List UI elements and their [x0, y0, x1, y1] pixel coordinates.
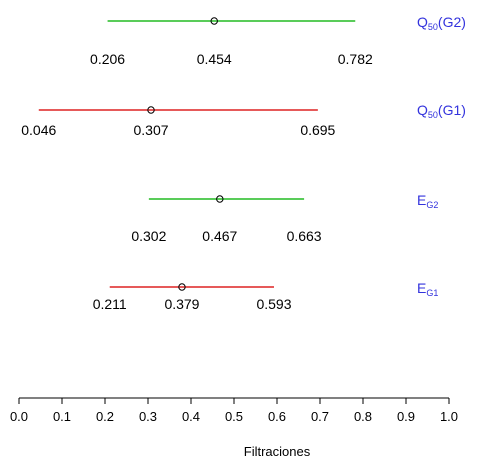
series-name-main: E	[417, 280, 426, 296]
series-name-main: Q	[417, 14, 428, 30]
series-name-q50g2: Q50(G2)	[417, 14, 466, 32]
series-name-eg1: EG1	[417, 280, 438, 298]
x-tick-label-0.7: 0.7	[311, 409, 329, 424]
x-tick-label-0.9: 0.9	[397, 409, 415, 424]
value-label-low-q50g1: 0.046	[21, 122, 56, 138]
x-tick-label-0.6: 0.6	[268, 409, 286, 424]
x-tick-label-0.8: 0.8	[354, 409, 372, 424]
x-tick-label-0.0: 0.0	[10, 409, 28, 424]
series-name-main: E	[417, 192, 426, 208]
midpoint-marker-q50g1	[147, 106, 155, 114]
midpoint-marker-eg2	[216, 195, 224, 203]
series-q50g1: 0.046 0.307 0.695 Q50(G1)	[21, 102, 466, 138]
x-axis: 0.0 0.1 0.2 0.3 0.4 0.5 0.6 0.7 0.8 0.9 1.0 Filtra…	[10, 397, 458, 459]
value-label-mid-eg1: 0.379	[164, 296, 199, 312]
x-axis-ticks: 0.0 0.1 0.2 0.3 0.4 0.5 0.6 0.7 0.8 0.9 1.0	[10, 398, 458, 424]
value-label-high-q50g2: 0.782	[338, 51, 373, 67]
value-label-low-eg1: 0.211	[93, 296, 127, 312]
series-name-q50g1: Q50(G1)	[417, 102, 466, 120]
midpoint-marker-eg1	[178, 283, 186, 291]
series-q50g2: 0.206 0.454 0.782 Q50(G2)	[90, 14, 466, 67]
series-name-suffix: (G2)	[438, 14, 466, 30]
value-label-mid-eg2: 0.467	[202, 228, 237, 244]
x-tick-label-1.0: 1.0	[440, 409, 458, 424]
series-name-suffix: (G1)	[438, 102, 466, 118]
x-tick-label-0.4: 0.4	[182, 409, 200, 424]
series-eg2: 0.302 0.467 0.663 EG2	[131, 192, 438, 244]
x-axis-title: Filtraciones	[244, 444, 311, 459]
x-tick-label-0.3: 0.3	[139, 409, 157, 424]
series-eg1: 0.211 0.379 0.593 EG1	[93, 280, 439, 312]
value-label-high-eg1: 0.593	[256, 296, 291, 312]
x-tick-label-0.2: 0.2	[96, 409, 114, 424]
value-label-low-eg2: 0.302	[131, 228, 166, 244]
value-label-mid-q50g2: 0.454	[197, 51, 232, 67]
series-name-subscript: G2	[426, 200, 438, 210]
x-tick-label-0.1: 0.1	[53, 409, 71, 424]
series-name-main: Q	[417, 102, 428, 118]
midpoint-marker-q50g2	[210, 17, 218, 25]
x-tick-label-0.5: 0.5	[225, 409, 243, 424]
series-name-eg2: EG2	[417, 192, 438, 210]
series-name-subscript: G1	[426, 288, 438, 298]
series-name-subscript: 50	[428, 22, 438, 32]
value-label-high-eg2: 0.663	[287, 228, 322, 244]
value-label-mid-q50g1: 0.307	[133, 122, 168, 138]
series-name-subscript: 50	[428, 110, 438, 120]
value-label-high-q50g1: 0.695	[300, 122, 335, 138]
value-label-low-q50g2: 0.206	[90, 51, 125, 67]
